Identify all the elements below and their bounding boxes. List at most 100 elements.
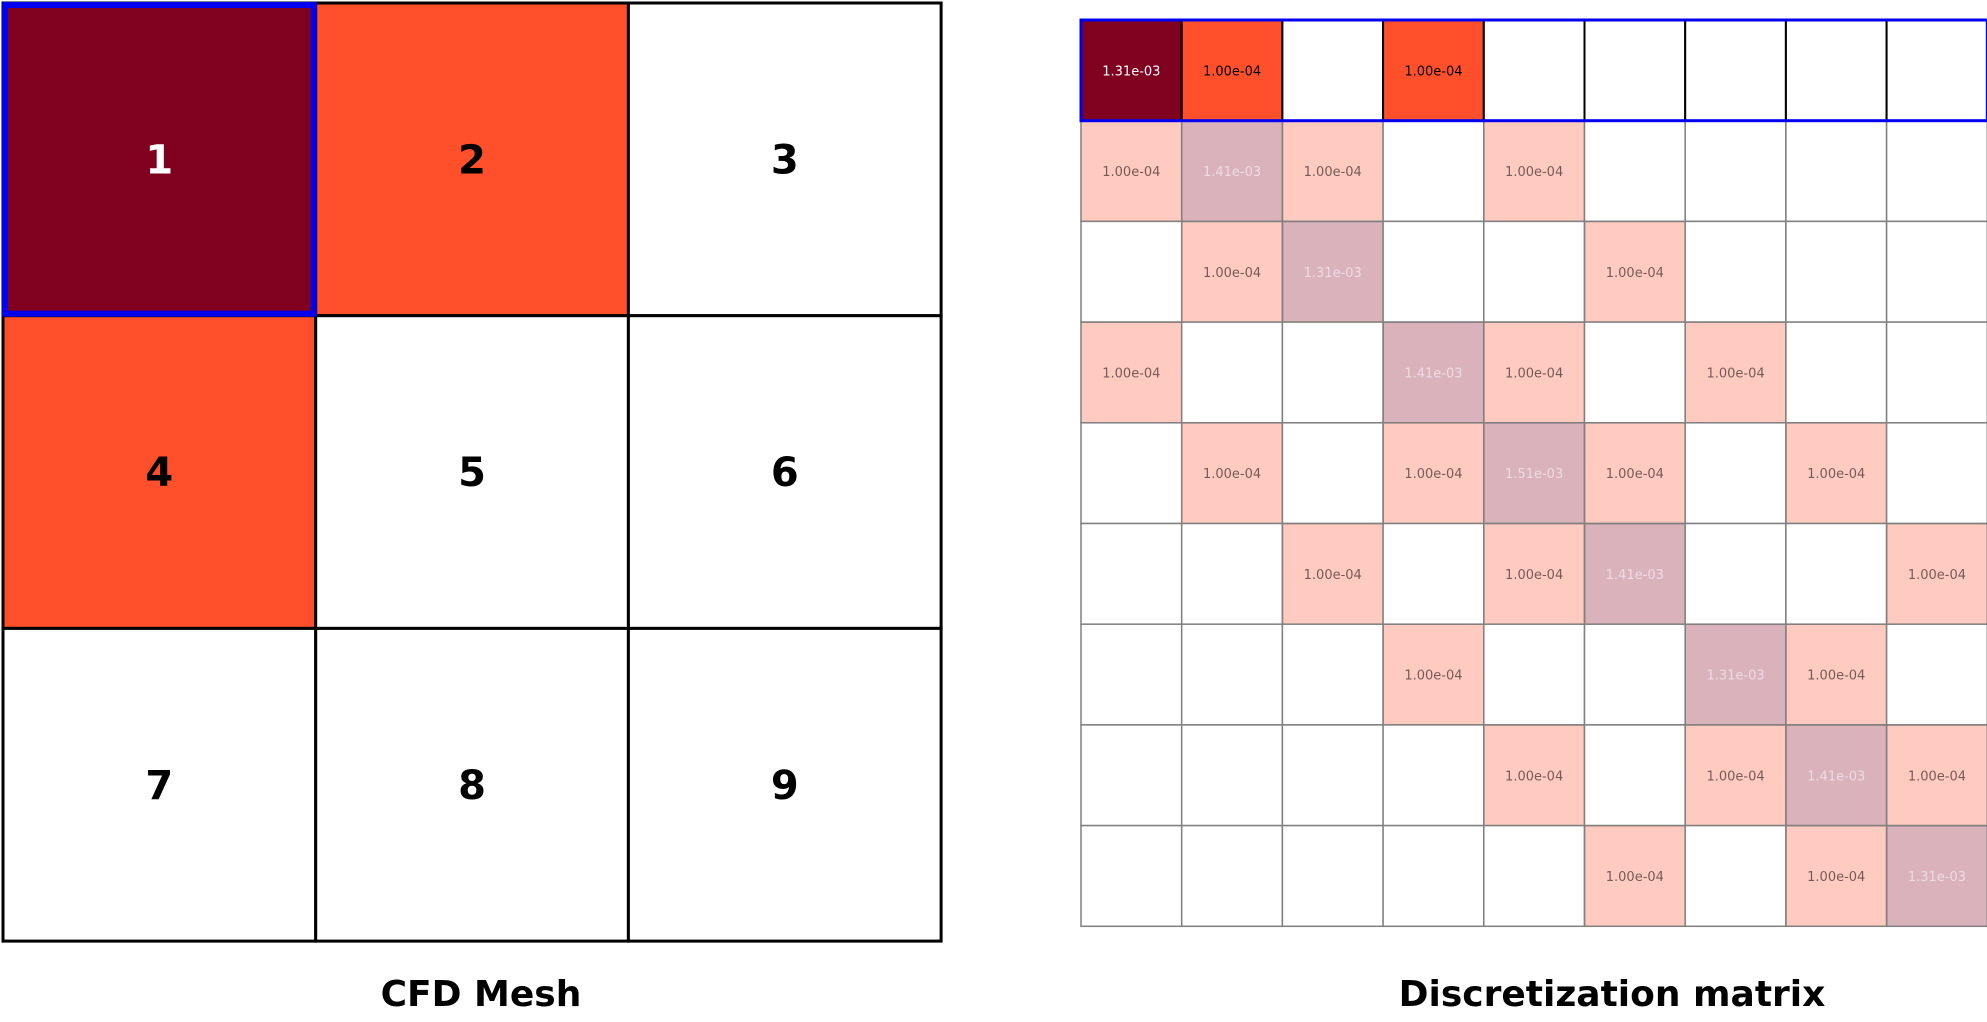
matrix-cell-r7-c7: 1.31e-03 [1684,623,1787,726]
matrix-cell-fill [1483,220,1586,323]
matrix-cell-fill [1483,321,1586,424]
matrix-cell-r1-c6 [1583,19,1687,122]
matrix-cell-fill [1684,220,1787,323]
matrix-cell-fill [1080,422,1183,525]
matrix-cell-r7-c6 [1583,623,1686,726]
matrix-cell-fill [1684,119,1787,223]
mesh-cell-label: 2 [458,137,486,183]
matrix-cell-fill [1180,522,1284,625]
matrix-cell-r8-c7: 1.00e-04 [1684,724,1787,827]
matrix-cell-fill [1281,824,1384,928]
matrix-cell-fill [1482,19,1586,122]
matrix-cell-r3-c9 [1885,220,1987,323]
matrix-cell-r1-c3 [1281,19,1385,122]
matrix-cell-r9-c2 [1180,824,1284,928]
mesh-cell-label: 7 [145,763,173,809]
mesh-cell-label: 1 [145,137,173,183]
discretization-matrix: 1.31e-03 1.00e-04 1.00e-04 1.00e-04 1.41e-03… [1079,18,1987,928]
matrix-value: 1.31e-03 [1908,870,1966,885]
mesh-cell-label: 9 [771,763,799,809]
matrix-cell-r9-c8: 1.00e-04 [1785,824,1888,928]
matrix-cell-r2-c6 [1583,119,1686,223]
matrix-value: 1.00e-04 [1404,669,1462,684]
matrix-cell-fill [1180,321,1284,424]
matrix-cell-fill [1684,321,1787,424]
matrix-cell-fill [1180,220,1284,323]
matrix-cell-r1-c7 [1684,19,1787,122]
matrix-cell-r8-c4 [1382,724,1485,827]
matrix-cell-r6-c8 [1785,522,1888,625]
matrix-cell-r2-c7 [1684,119,1787,223]
matrix-cell-fill [1885,422,1987,525]
matrix-cell-r3-c7 [1684,220,1787,323]
matrix-cell-r4-c4: 1.41e-03 [1382,321,1485,424]
matrix-cell-r3-c2: 1.00e-04 [1180,220,1284,323]
mesh-cell-8: 8 [314,626,630,943]
matrix-cell-r6-c1 [1080,522,1183,625]
matrix-cell-r4-c8 [1785,321,1888,424]
matrix-cell-fill [1483,824,1586,928]
matrix-cell-r9-c4 [1382,824,1485,928]
matrix-value: 1.00e-04 [1404,64,1462,79]
matrix-cell-fill [1281,321,1384,424]
matrix-cell-r8-c3 [1281,724,1384,827]
matrix-cell-r2-c8 [1785,119,1888,223]
matrix-cell-fill [1583,824,1686,928]
matrix-cell-fill [1583,19,1687,122]
matrix-value: 1.00e-04 [1807,870,1865,885]
matrix-cell-r2-c3: 1.00e-04 [1281,119,1384,223]
matrix-cell-r6-c4 [1382,522,1485,625]
matrix-cell-r8-c5: 1.00e-04 [1483,724,1586,827]
mesh-cell-fill [314,626,630,943]
matrix-cell-r3-c6: 1.00e-04 [1583,220,1686,323]
matrix-cell-r3-c5 [1483,220,1586,323]
matrix-row-highlight [1079,18,1987,123]
matrix-cell-r9-c1 [1080,824,1183,928]
matrix-cell-fill [1281,220,1384,323]
matrix-cell-fill [1684,522,1787,625]
matrix-cell-fill [1684,422,1787,525]
matrix-cell-r7-c2 [1180,623,1284,726]
matrix-cell-r5-c3 [1281,422,1384,525]
matrix-cell-fill [1885,321,1987,424]
matrix-cell-r6-c7 [1684,522,1787,625]
matrix-cell-fill [1684,623,1787,726]
matrix-cell-fill [1382,824,1485,928]
matrix-cell-fill [1281,422,1384,525]
matrix-cell-r5-c2: 1.00e-04 [1180,422,1284,525]
matrix-cell-fill [1885,19,1987,122]
matrix-cell-r5-c9 [1885,422,1987,525]
matrix-cell-r8-c8: 1.41e-03 [1785,724,1888,827]
mesh-cell-3: 3 [626,1,943,318]
matrix-cell-r6-c5: 1.00e-04 [1483,522,1586,625]
matrix-cell-r5-c8: 1.00e-04 [1785,422,1888,525]
matrix-cell-r6-c6: 1.41e-03 [1583,522,1686,625]
matrix-cell-r2-c4 [1382,119,1485,223]
matrix-cell-r7-c8: 1.00e-04 [1785,623,1888,726]
matrix-cell-fill [1583,623,1686,726]
matrix-cell-r5-c4: 1.00e-04 [1382,422,1485,525]
mesh-cell-fill [626,626,943,943]
matrix-caption: Discretization matrix [1399,974,1826,1015]
matrix-value: 1.00e-04 [1606,870,1664,885]
matrix-cell-r8-c6 [1583,724,1686,827]
matrix-cell-fill [1281,623,1384,726]
matrix-cell-r7-c3 [1281,623,1384,726]
mesh-cell-label: 8 [458,763,486,809]
matrix-cell-fill [1382,623,1485,726]
matrix-value: 1.00e-04 [1505,568,1563,583]
matrix-cell-r1-c4: 1.00e-04 [1382,19,1485,122]
matrix-value: 1.00e-04 [1908,769,1966,784]
mesh-cell-fill [314,314,630,630]
mesh-cell-fill [626,1,943,318]
matrix-cell-r1-c1: 1.31e-03 [1080,19,1183,122]
matrix-value: 1.00e-04 [1908,568,1966,583]
matrix-cell-fill [1180,119,1284,223]
matrix-cell-r7-c5 [1483,623,1586,726]
matrix-cell-r9-c5 [1483,824,1586,928]
matrix-cell-fill [1885,724,1987,827]
matrix-cell-r7-c4: 1.00e-04 [1382,623,1485,726]
matrix-value: 1.41e-03 [1203,165,1261,180]
matrix-value: 1.00e-04 [1102,165,1160,180]
